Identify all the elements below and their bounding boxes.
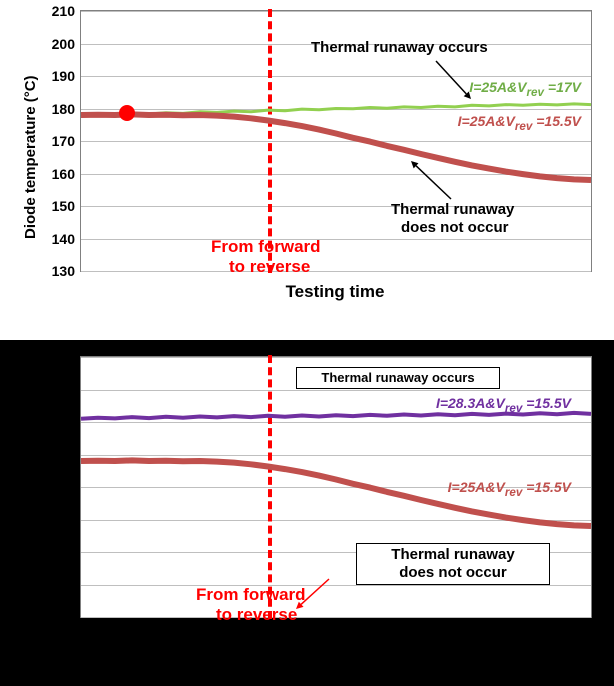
ytick-label: 170 <box>52 133 81 149</box>
ytick-label: 180 <box>52 101 81 117</box>
plot-area: 130140150160170180190200210 I=25A&Vrev =… <box>80 10 592 272</box>
ytick-label: 210 <box>52 3 81 19</box>
annotation: to reverse <box>229 257 310 277</box>
annotation: does not occur <box>401 219 509 236</box>
gridline <box>81 617 591 618</box>
annotation: From forward <box>211 237 321 257</box>
ytick-label: 130 <box>52 263 81 279</box>
ytick-label: 190 <box>52 68 81 84</box>
annotation: Thermal runaway occurs <box>311 39 488 56</box>
ytick-label: 160 <box>52 166 81 182</box>
y-axis-label: Diode temperature (°C) <box>22 75 39 239</box>
ytick-label: 150 <box>52 198 81 214</box>
annotation: to reverse <box>216 605 297 625</box>
annotation: Thermal runaway <box>391 201 514 218</box>
series-label-green: I=25A&Vrev =17V <box>469 79 581 99</box>
plot-area: I=28.3A&Vrev =15.5V I=25A&Vrev =15.5V From… <box>80 356 592 618</box>
chart-bottom: I=28.3A&Vrev =15.5V I=25A&Vrev =15.5V From… <box>0 348 614 678</box>
annotation-box: Thermal runaway occurs <box>296 367 500 389</box>
series-label-purple: I=28.3A&Vrev =15.5V <box>436 395 571 415</box>
gridline <box>81 271 591 272</box>
chart-top: 130 140 150 160 170 180 190 200 210 I=25A&Vrev =… <box>0 0 614 340</box>
annotation: From forward <box>196 585 306 605</box>
series-label-red: I=25A&Vrev =15.5V <box>448 479 571 499</box>
bottom-panel: I=28.3A&Vrev =15.5V I=25A&Vrev =15.5V From… <box>0 340 614 686</box>
annotation-box: Thermal runawaydoes not occur <box>356 543 550 585</box>
ytick-label: 140 <box>52 231 81 247</box>
x-axis-label: Testing time <box>80 282 590 302</box>
series-label-red: I=25A&Vrev =15.5V <box>458 113 581 133</box>
ytick-label: 200 <box>52 36 81 52</box>
x-axis-label: Testing time <box>80 628 590 648</box>
